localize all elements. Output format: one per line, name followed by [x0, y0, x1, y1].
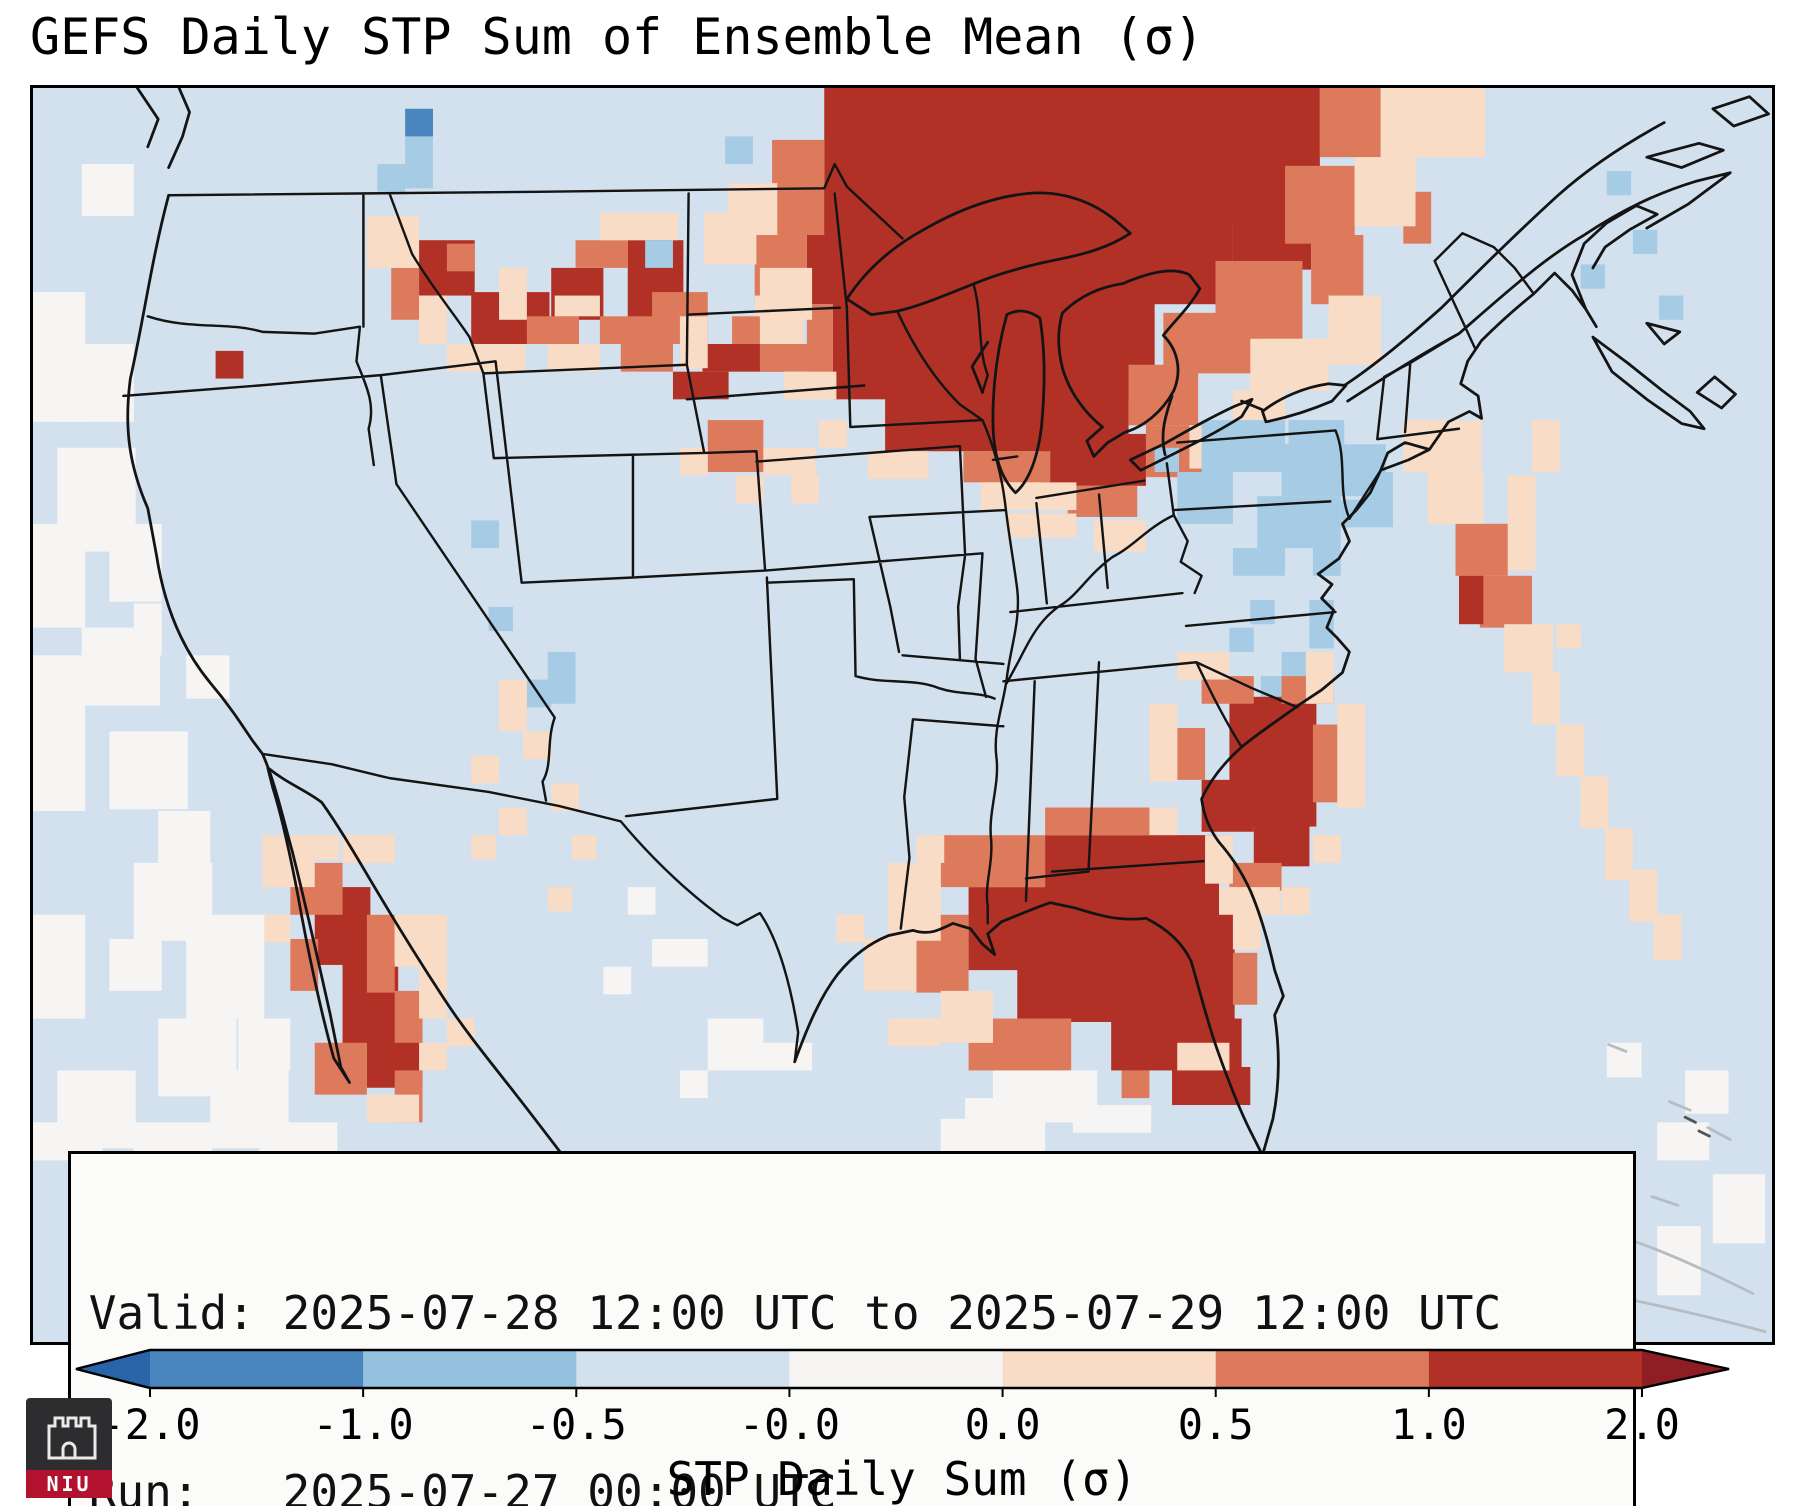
conus-map [33, 88, 1772, 1342]
great-lakes-outline [845, 191, 1348, 495]
small-islands [1683, 1115, 1711, 1138]
colorbar [75, 1348, 1730, 1397]
colorbar-left-arrow [76, 1350, 150, 1388]
run-time-text: Run: 2025-07-27 00:00 UTC [88, 1465, 837, 1506]
colorbar-label: STP Daily Sum (σ) [666, 1452, 1138, 1506]
coastline-path [126, 88, 1770, 1218]
colorbar-tick: 2.0 [1604, 1400, 1680, 1449]
colorbar-segment [363, 1350, 577, 1388]
colorbar-segment [1002, 1350, 1217, 1388]
colorbar-segment [150, 1350, 364, 1388]
niu-logo-text: NIU [26, 1470, 112, 1498]
colorbar-right-arrow [1642, 1350, 1729, 1388]
colorbar-segment [1428, 1350, 1643, 1388]
validity-info-box: Valid: 2025-07-28 12:00 UTC to 2025-07-2… [67, 1151, 1637, 1506]
colorbar-tick: -1.0 [312, 1400, 414, 1449]
colorbar-tick: -0.5 [525, 1400, 627, 1449]
map-panel: Valid: 2025-07-28 12:00 UTC to 2025-07-2… [30, 85, 1775, 1506]
colorbar-tick: -0.0 [738, 1400, 840, 1449]
figure-title: GEFS Daily STP Sum of Ensemble Mean (σ) [30, 8, 1204, 66]
colorbar-tick: 0.0 [964, 1400, 1041, 1449]
coastlines [122, 88, 1770, 1218]
valid-time-text: Valid: 2025-07-28 12:00 UTC to 2025-07-2… [88, 1285, 1502, 1340]
colorbar-tick: 1.0 [1390, 1400, 1467, 1449]
colorbar-segment [1215, 1350, 1430, 1388]
niu-logo: NIU [26, 1398, 112, 1498]
colorbar-segment [789, 1350, 1004, 1388]
colorbar-tick: -2.0 [99, 1400, 201, 1449]
colorbar-tick-labels: -2.0 -1.0 -0.5 -0.0 0.0 0.5 1.0 2.0 [0, 1400, 1803, 1452]
colorbar-segment [576, 1350, 790, 1388]
stp-heatmap-layer [33, 88, 1766, 1341]
niu-castle-icon [26, 1398, 112, 1470]
state-borders [122, 162, 1535, 1064]
colorbar-tick: 0.5 [1177, 1400, 1254, 1449]
